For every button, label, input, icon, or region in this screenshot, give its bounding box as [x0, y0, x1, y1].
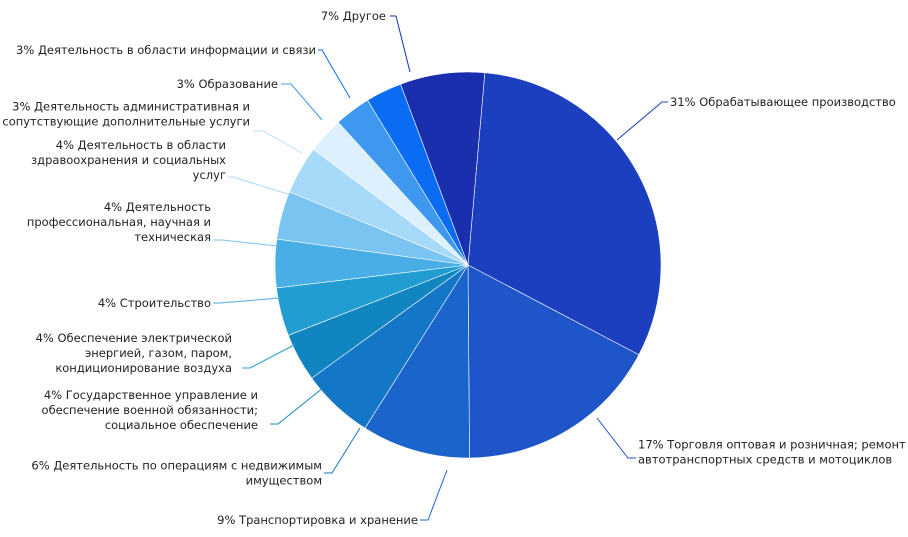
slice-label-line: 4% Обеспечение электрической [36, 331, 232, 345]
slice-label-line: кондиционирование воздуха [55, 361, 232, 375]
slice-label-line: техническая [134, 230, 211, 244]
slice-label-6: 4% Строительство [98, 296, 211, 310]
leader-line-9 [253, 130, 303, 154]
slice-label-line: 4% Деятельность в области [56, 138, 226, 152]
slice-label-line: 31% Обрабатывающее производство [670, 95, 896, 109]
slice-label-line: 17% Торговля оптовая и розничная; ремонт [638, 438, 906, 452]
leader-line-12 [390, 15, 411, 73]
slice-label-5: 4% Обеспечение электрической энергией, га… [36, 331, 232, 375]
slice-label-4: 4% Государственное управление и обеспечен… [42, 388, 258, 432]
slice-label-3: 6% Деятельность по операциям с недвижимы… [31, 459, 322, 488]
slice-label-line: энергией, газом, паром, [85, 346, 232, 360]
leader-line-6 [213, 297, 281, 304]
leader-line-0 [616, 101, 668, 141]
slice-label-line: автотранспортных средств и мотоциклов [638, 453, 892, 467]
slice-label-line: 4% Государственное управление и [44, 388, 258, 402]
slice-label-2: 9% Транспортировка и хранение [217, 513, 418, 527]
leader-line-4 [270, 386, 325, 425]
leader-line-5 [242, 343, 297, 369]
slice-label-line: 4% Строительство [98, 296, 211, 310]
leader-line-10 [281, 83, 323, 121]
slice-label-line: здравоохранения и социальных [31, 153, 226, 167]
pie-slice-0 [467, 72, 662, 356]
leader-line-1 [596, 417, 636, 459]
slice-label-1: 17% Торговля оптовая и розничная; ремонт… [638, 438, 906, 467]
leader-line-11 [318, 49, 351, 99]
slice-label-line: 6% Деятельность по операциям с недвижимы… [31, 459, 322, 473]
pie-slice-2 [364, 263, 470, 459]
slice-label-line: 3% Образование [177, 77, 278, 91]
slice-label-line: 7% Другое [321, 9, 386, 23]
slice-label-line: сопутствующие дополнительные услуги [2, 115, 250, 129]
pie-slice-1 [467, 264, 640, 459]
slice-label-line: 3% Деятельность в области информации и с… [16, 43, 316, 57]
slice-label-line: имуществом [246, 474, 322, 488]
slice-label-10: 3% Образование [177, 77, 278, 91]
slice-label-line: 9% Транспортировка и хранение [217, 513, 418, 527]
slice-label-7: 4% Деятельность профессиональная, научная… [27, 200, 211, 244]
slice-label-line: социальное обеспечение [105, 418, 258, 432]
pie-slice-12 [400, 71, 486, 266]
slice-label-8: 4% Деятельность в области здравоохранения… [31, 138, 226, 182]
leader-line-2 [420, 469, 448, 521]
slice-label-0: 31% Обрабатывающее производство [670, 95, 896, 109]
leader-line-7 [214, 239, 278, 247]
pie-slices [274, 71, 662, 459]
slice-labels: 31% Обрабатывающее производство 17% Торго… [2, 9, 906, 527]
slice-label-12: 7% Другое [321, 9, 386, 23]
slice-label-11: 3% Деятельность в области информации и с… [16, 43, 316, 57]
leader-lines [213, 15, 668, 521]
slice-label-line: обеспечение военной обязанности; [42, 403, 258, 417]
leader-line-3 [324, 427, 361, 474]
leader-line-8 [228, 176, 289, 195]
slice-label-9: 3% Деятельность административная и сопутс… [2, 100, 250, 129]
slice-label-line: услуг [193, 168, 226, 182]
slice-label-line: 3% Деятельность административная и [12, 100, 250, 114]
slice-label-line: 4% Деятельность [104, 200, 211, 214]
slice-label-line: профессиональная, научная и [27, 215, 211, 229]
